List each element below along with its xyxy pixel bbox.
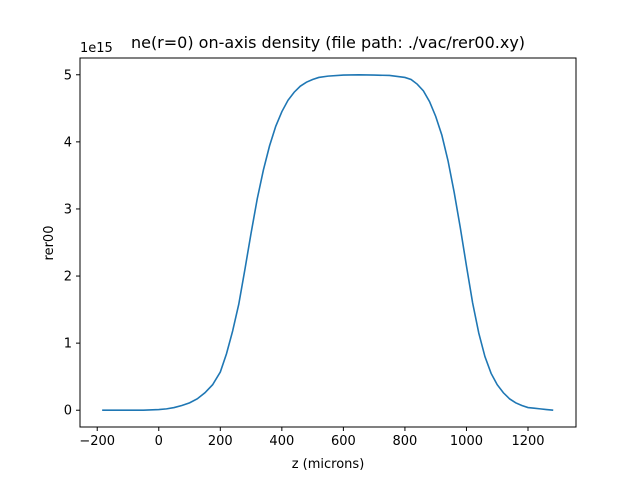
y-axis-ticks: 0 1 2 3 4 5 bbox=[64, 68, 80, 419]
y-tick-label: 0 bbox=[64, 404, 72, 419]
x-axis-ticks: −200 0 200 400 600 800 1000 1200 bbox=[79, 427, 545, 449]
x-tick-label: 0 bbox=[155, 434, 163, 449]
series-line bbox=[102, 73, 554, 412]
x-tick-label: 1000 bbox=[450, 434, 483, 449]
y-offset-label: 1e15 bbox=[80, 41, 113, 56]
x-tick-label: 400 bbox=[269, 434, 294, 449]
x-tick-label: 200 bbox=[208, 434, 233, 449]
x-tick-label: −200 bbox=[79, 434, 115, 449]
y-axis-label: rer00 bbox=[42, 226, 57, 261]
y-tick-label: 5 bbox=[64, 68, 72, 83]
y-tick-label: 3 bbox=[64, 202, 72, 217]
plot-frame bbox=[79, 57, 577, 428]
y-tick-label: 2 bbox=[64, 270, 72, 285]
x-axis-label: z (microns) bbox=[292, 457, 365, 472]
x-tick-label: 1200 bbox=[511, 434, 544, 449]
chart-title: ne(r=0) on-axis density (file path: ./va… bbox=[131, 33, 525, 52]
y-tick-label: 4 bbox=[64, 135, 72, 150]
x-tick-label: 800 bbox=[393, 434, 418, 449]
x-tick-label: 600 bbox=[331, 434, 356, 449]
y-tick-label: 1 bbox=[64, 337, 72, 352]
